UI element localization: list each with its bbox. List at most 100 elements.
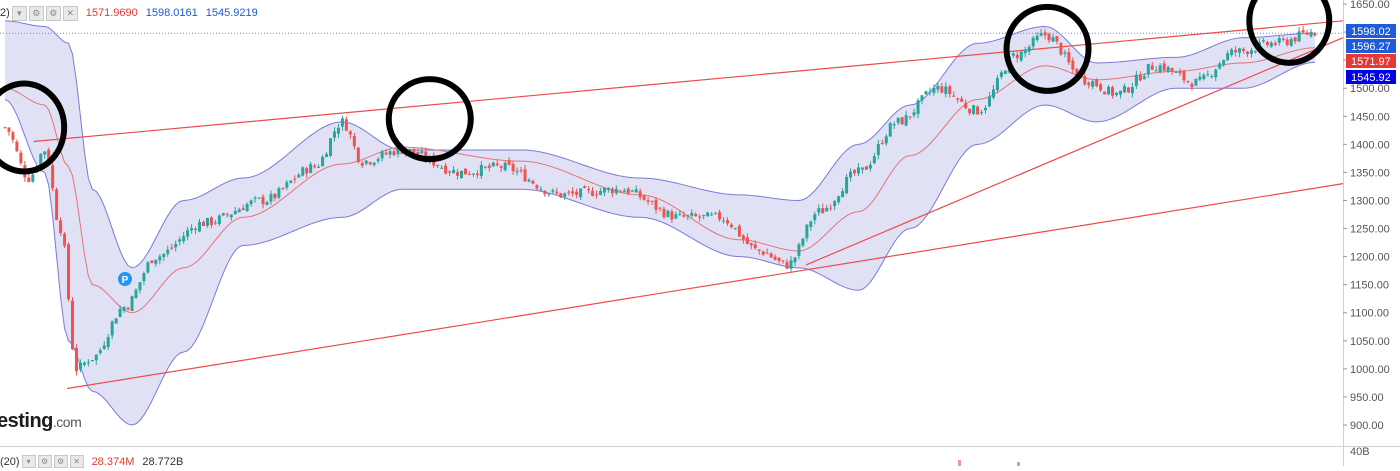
candle <box>194 226 198 235</box>
candle-body <box>614 188 618 194</box>
candle-body <box>825 208 829 212</box>
candle-body <box>868 164 872 169</box>
candle <box>360 160 364 169</box>
candle-body <box>829 207 833 209</box>
price-label: 1596.27 <box>1346 39 1396 53</box>
candle <box>1107 85 1111 96</box>
candle-body <box>420 151 424 154</box>
candle-body <box>221 213 225 216</box>
bb-upper-value: 1598.0161 <box>145 7 198 19</box>
candle <box>1166 65 1170 73</box>
indicator-prefix: 2) <box>0 7 10 19</box>
candle <box>968 108 972 116</box>
candle-body <box>1174 72 1178 74</box>
candle <box>1297 26 1301 43</box>
candle-body <box>956 98 960 100</box>
settings-alt-icon[interactable]: ⚙ <box>45 5 61 21</box>
candle-body <box>305 168 309 174</box>
candle <box>356 146 360 164</box>
candle-body <box>841 191 845 198</box>
candle <box>1305 29 1309 36</box>
candle <box>916 98 920 119</box>
y-tick-label: 1300.00 <box>1350 195 1390 207</box>
y-tick-label: 1050.00 <box>1350 336 1390 348</box>
candle <box>1218 61 1222 70</box>
candle <box>531 179 535 185</box>
candle <box>559 192 563 198</box>
candle-body <box>134 289 138 299</box>
candle-body <box>900 117 904 125</box>
chevron-down-icon[interactable]: ▾ <box>21 455 36 468</box>
y-tick-label: 1400.00 <box>1350 139 1390 151</box>
price-label: 1598.02 <box>1346 24 1396 38</box>
pivot-marker[interactable]: P <box>118 272 132 286</box>
candle <box>237 207 241 213</box>
candle-body <box>1039 32 1043 36</box>
candle <box>718 209 722 222</box>
chevron-down-icon[interactable]: ▾ <box>11 5 27 21</box>
candle <box>1019 49 1023 63</box>
candle-body <box>51 165 55 189</box>
candle-body <box>209 217 213 226</box>
candle-body <box>1273 43 1277 45</box>
candle <box>1186 80 1190 84</box>
bollinger-band-fill <box>5 20 1315 426</box>
candle-body <box>78 362 82 370</box>
candle <box>15 139 19 153</box>
trendline-layer[interactable] <box>33 20 1344 390</box>
candle <box>1071 57 1075 74</box>
close-icon[interactable]: ✕ <box>69 455 84 468</box>
price-label-text: 1598.02 <box>1351 26 1391 38</box>
candle-body <box>1170 67 1174 72</box>
candle-body <box>984 107 988 111</box>
candle-body <box>892 124 896 126</box>
candle-body <box>503 162 507 171</box>
close-icon[interactable]: ✕ <box>62 5 78 21</box>
candle-body <box>170 247 174 249</box>
candle <box>702 214 706 220</box>
annotation-circles-layer[interactable] <box>0 0 1333 175</box>
candle <box>1277 35 1281 46</box>
candle <box>976 105 980 115</box>
candle-body <box>249 200 253 205</box>
candle-body <box>1003 70 1007 75</box>
candle <box>714 212 718 215</box>
candle-body <box>1166 67 1170 72</box>
candle-body <box>1103 91 1107 95</box>
settings-alt-icon[interactable]: ⚙ <box>53 455 68 468</box>
candle-body <box>789 260 793 269</box>
candle-body <box>797 244 801 256</box>
candle <box>1055 35 1059 45</box>
candle <box>571 187 575 197</box>
candle-body <box>1218 63 1222 69</box>
candle-body <box>1230 49 1234 55</box>
gear-icon[interactable]: ⚙ <box>37 455 52 468</box>
candle-body <box>686 215 690 217</box>
candle <box>1234 46 1238 57</box>
candle-body <box>348 131 352 135</box>
gear-icon[interactable]: ⚙ <box>28 5 44 21</box>
candle-body <box>995 78 999 91</box>
candle <box>1281 36 1285 42</box>
candle <box>999 70 1003 80</box>
candle <box>1230 47 1234 57</box>
candle <box>1249 47 1253 58</box>
candle-body <box>1238 48 1242 53</box>
candle <box>1095 78 1099 88</box>
candle <box>964 99 968 110</box>
annotation-circle-3 <box>1003 3 1092 94</box>
y-tick-label: 900.00 <box>1350 420 1384 432</box>
candle <box>535 183 539 191</box>
volume-legend: (20) ▾ ⚙ ⚙ ✕ 28.374M 28.772B <box>0 455 183 468</box>
candle-body <box>698 216 702 218</box>
price-label-text: 1571.97 <box>1351 56 1391 68</box>
candle-body <box>527 179 531 182</box>
candle <box>598 187 602 196</box>
candle-body <box>142 273 146 282</box>
candle-body <box>70 300 74 350</box>
candle <box>972 104 976 115</box>
candle <box>479 161 483 180</box>
candle <box>845 173 849 195</box>
candle-body <box>1194 78 1198 86</box>
candle <box>606 187 610 193</box>
